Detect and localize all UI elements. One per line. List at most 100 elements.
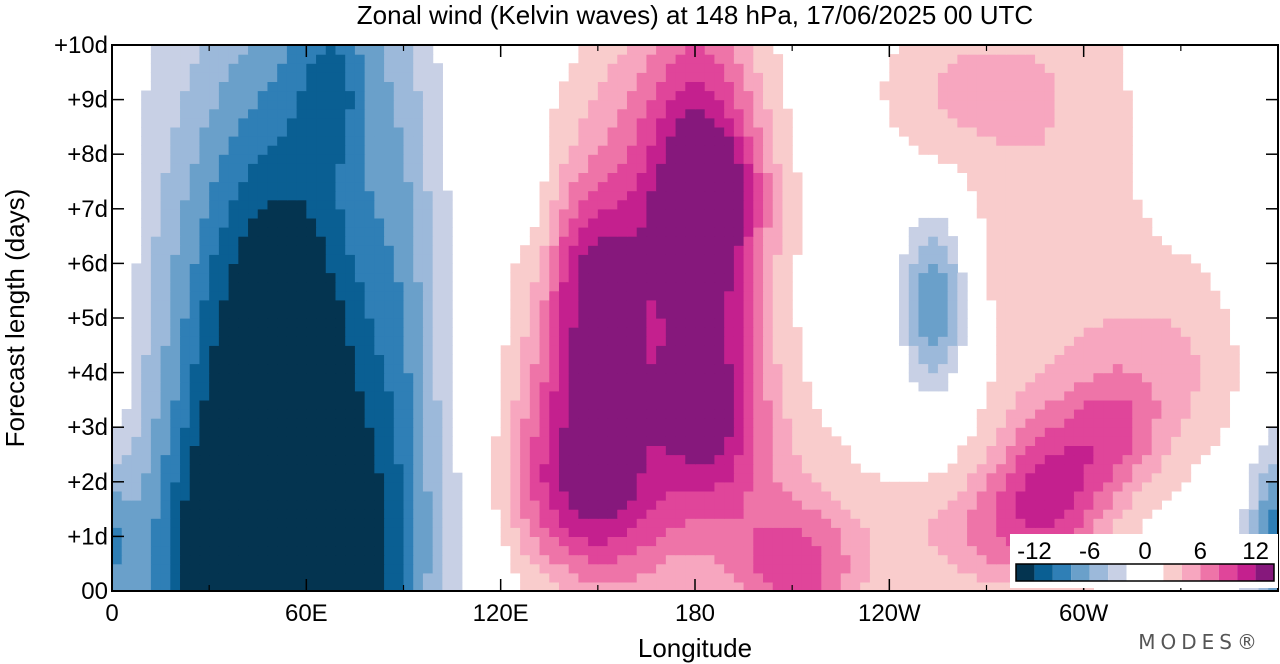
contour-cell [918, 381, 929, 392]
contour-cell [335, 181, 346, 192]
contour-cell [1132, 254, 1143, 264]
contour-cell [306, 163, 317, 173]
contour-cell [568, 454, 579, 465]
contour-cell [1190, 409, 1201, 419]
contour-cell [393, 245, 405, 255]
contour-cell [539, 572, 550, 583]
contour-cell [675, 445, 686, 456]
contour-cell [753, 126, 764, 137]
contour-cell [296, 490, 307, 501]
contour-cell [218, 354, 230, 365]
contour-cell [248, 509, 259, 519]
contour-cell [257, 327, 269, 337]
contour-cell [811, 472, 822, 483]
contour-cell [160, 272, 171, 283]
contour-cell [1209, 436, 1221, 446]
contour-cell [228, 236, 239, 246]
contour-cell [539, 190, 550, 201]
contour-cell [335, 254, 346, 264]
contour-cell [170, 90, 181, 101]
contour-cell [189, 354, 201, 365]
contour-cell [403, 145, 414, 155]
contour-cell [840, 463, 852, 474]
contour-cell [112, 563, 123, 574]
contour-cell [685, 318, 696, 328]
contour-cell [286, 263, 298, 274]
contour-cell [306, 227, 317, 237]
contour-cell [364, 509, 375, 519]
contour-cell [539, 199, 550, 210]
contour-cell [636, 381, 648, 392]
contour-cell [316, 281, 327, 292]
contour-cell [1103, 163, 1114, 173]
contour-cell [626, 418, 638, 428]
contour-cell [277, 290, 288, 301]
contour-cell [704, 390, 716, 401]
contour-cell [1015, 445, 1026, 456]
contour-cell [141, 117, 152, 128]
contour-cell [597, 372, 609, 383]
contour-cell [558, 318, 570, 328]
contour-cell [170, 509, 181, 519]
contour-cell [889, 536, 900, 547]
contour-cell [549, 172, 560, 183]
contour-cell [199, 136, 210, 146]
contour-cell [296, 217, 307, 228]
contour-cell [937, 154, 949, 164]
contour-cell [1044, 399, 1056, 410]
contour-cell [1015, 472, 1026, 483]
contour-cell [1180, 308, 1192, 319]
contour-cell [772, 463, 784, 474]
contour-cell [714, 281, 725, 292]
contour-cell [685, 445, 696, 456]
contour-cell [568, 172, 579, 183]
contour-cell [238, 199, 249, 210]
contour-cell [656, 445, 667, 456]
contour-cell [354, 500, 366, 510]
contour-cell [636, 336, 648, 346]
contour-cell [1103, 463, 1114, 474]
contour-cell [801, 527, 813, 537]
contour-cell [568, 472, 579, 483]
contour-cell [325, 381, 337, 392]
contour-cell [665, 318, 677, 328]
contour-cell [1258, 463, 1269, 474]
contour-cell [228, 217, 239, 228]
contour-cell [442, 518, 453, 528]
contour-cell [490, 500, 502, 510]
contour-cell [597, 490, 609, 501]
contour-cell [277, 427, 288, 437]
contour-cell [675, 463, 686, 474]
contour-cell [539, 245, 550, 255]
contour-cell [170, 199, 181, 210]
contour-cell [646, 390, 657, 401]
contour-cell [763, 327, 774, 337]
contour-cell [1005, 527, 1017, 537]
contour-cell [743, 545, 754, 556]
contour-cell [257, 463, 269, 474]
contour-cell [753, 509, 764, 519]
contour-cell [743, 536, 754, 547]
contour-cell [364, 272, 375, 283]
contour-cell [908, 500, 920, 510]
contour-cell [121, 509, 133, 519]
contour-cell [1180, 327, 1192, 337]
contour-cell [996, 99, 1007, 110]
contour-cell [1054, 454, 1065, 465]
contour-cell [384, 208, 395, 219]
contour-cell [597, 272, 609, 283]
contour-cell [636, 299, 648, 310]
contour-cell [510, 318, 521, 328]
contour-cell [782, 372, 793, 383]
contour-cell [345, 281, 356, 292]
contour-cell [578, 545, 589, 556]
contour-cell [1132, 509, 1143, 519]
contour-cell [1248, 518, 1260, 528]
contour-cell [500, 490, 511, 501]
contour-cell [141, 90, 152, 101]
contour-cell [189, 281, 201, 292]
contour-cell [1035, 409, 1046, 419]
contour-cell [1112, 99, 1124, 110]
contour-cell [675, 509, 686, 519]
contour-cell [996, 272, 1007, 283]
